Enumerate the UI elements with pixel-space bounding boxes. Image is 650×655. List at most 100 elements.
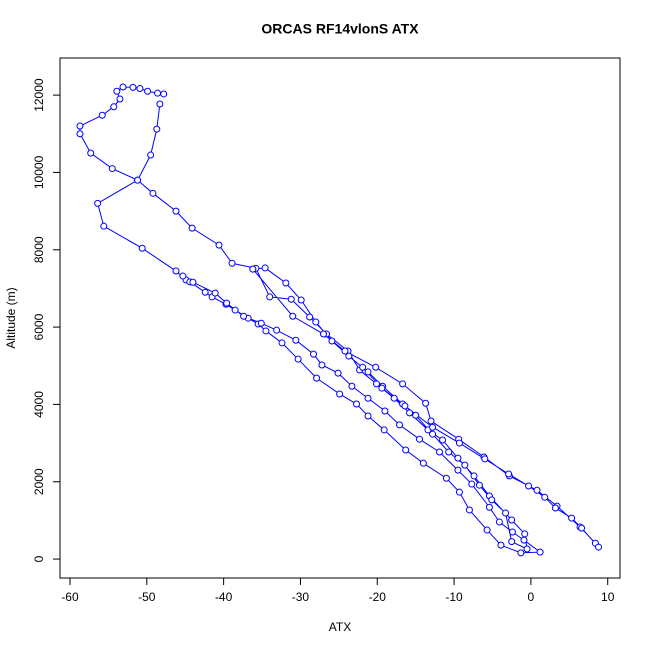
data-point xyxy=(211,289,219,297)
data-point xyxy=(149,189,157,197)
data-point xyxy=(402,446,410,454)
data-point xyxy=(136,85,144,93)
data-point xyxy=(172,267,180,275)
data-point xyxy=(266,293,274,301)
data-point xyxy=(429,430,437,438)
data-point xyxy=(306,313,314,321)
data-point xyxy=(341,347,349,355)
data-point xyxy=(353,400,361,408)
data-point xyxy=(508,516,516,524)
chart-title: ORCAS RF14vlonS ATX xyxy=(261,21,419,37)
data-point xyxy=(278,339,286,347)
data-point xyxy=(465,506,473,514)
data-point xyxy=(147,151,155,159)
data-point xyxy=(475,481,483,489)
data-point xyxy=(257,319,265,327)
data-point xyxy=(427,417,435,425)
data-point xyxy=(359,363,367,371)
data-point xyxy=(345,352,353,360)
data-point xyxy=(116,95,124,103)
data-point xyxy=(318,361,326,369)
data-point xyxy=(364,412,372,420)
data-point xyxy=(334,369,342,377)
data-point xyxy=(508,538,516,546)
data-point xyxy=(348,382,356,390)
data-point xyxy=(495,518,503,526)
data-point xyxy=(113,87,121,95)
data-point xyxy=(138,244,146,252)
y-tick-label: 8000 xyxy=(32,236,46,263)
data-point xyxy=(154,89,162,97)
data-point xyxy=(98,111,106,119)
data-point xyxy=(289,312,297,320)
data-point xyxy=(399,380,407,388)
data-point xyxy=(517,549,525,557)
data-point xyxy=(419,459,427,467)
data-point xyxy=(406,409,414,417)
data-point xyxy=(454,454,462,462)
data-point xyxy=(461,461,469,469)
data-point xyxy=(249,265,257,273)
data-point xyxy=(179,272,187,280)
data-point xyxy=(381,407,389,415)
data-point xyxy=(153,125,161,133)
data-point xyxy=(412,411,420,419)
data-point xyxy=(372,380,380,388)
data-point xyxy=(568,514,576,522)
data-point xyxy=(483,526,491,534)
data-point xyxy=(455,439,463,447)
data-point xyxy=(262,327,270,335)
data-point xyxy=(188,224,196,232)
data-point xyxy=(455,488,463,496)
data-point xyxy=(273,326,281,334)
y-tick-label: 0 xyxy=(32,555,46,562)
data-point xyxy=(100,222,108,230)
x-axis-label: ATX xyxy=(329,620,351,634)
data-point xyxy=(523,545,531,553)
plot-frame xyxy=(59,57,621,579)
data-point xyxy=(261,264,269,272)
data-point xyxy=(297,296,305,304)
data-point xyxy=(594,543,602,551)
data-point xyxy=(481,455,489,463)
data-point xyxy=(497,541,505,549)
data-point xyxy=(380,426,388,434)
data-point xyxy=(231,306,239,314)
x-tick-label: -10 xyxy=(445,590,463,604)
data-point xyxy=(488,496,496,504)
data-point xyxy=(87,149,95,157)
data-point xyxy=(287,295,295,303)
x-tick-label: -50 xyxy=(138,590,156,604)
data-point xyxy=(401,402,409,410)
x-tick-label: -30 xyxy=(292,590,310,604)
data-point xyxy=(364,394,372,402)
y-axis-label: Altitude (m) xyxy=(4,287,18,348)
data-point xyxy=(76,122,84,130)
data-point xyxy=(228,259,236,267)
data-point xyxy=(156,100,164,108)
data-point xyxy=(201,288,209,296)
x-tick-label: -60 xyxy=(61,590,79,604)
data-point xyxy=(454,466,462,474)
x-tick-label: 0 xyxy=(528,590,535,604)
data-point xyxy=(470,472,478,480)
data-point xyxy=(422,399,430,407)
data-point xyxy=(240,312,248,320)
data-point xyxy=(378,384,386,392)
data-point xyxy=(505,470,513,478)
data-point xyxy=(551,504,559,512)
data-point xyxy=(508,528,516,536)
data-point xyxy=(536,548,544,556)
data-point xyxy=(520,536,528,544)
data-point xyxy=(282,279,290,287)
data-point xyxy=(468,480,476,488)
x-tick-label: 10 xyxy=(601,590,615,604)
data-point xyxy=(76,130,84,138)
data-point xyxy=(215,241,223,249)
data-point xyxy=(223,299,231,307)
data-point xyxy=(160,90,168,98)
data-point xyxy=(445,448,453,456)
data-point xyxy=(319,330,327,338)
y-tick-label: 4000 xyxy=(32,391,46,418)
data-point xyxy=(110,103,118,111)
